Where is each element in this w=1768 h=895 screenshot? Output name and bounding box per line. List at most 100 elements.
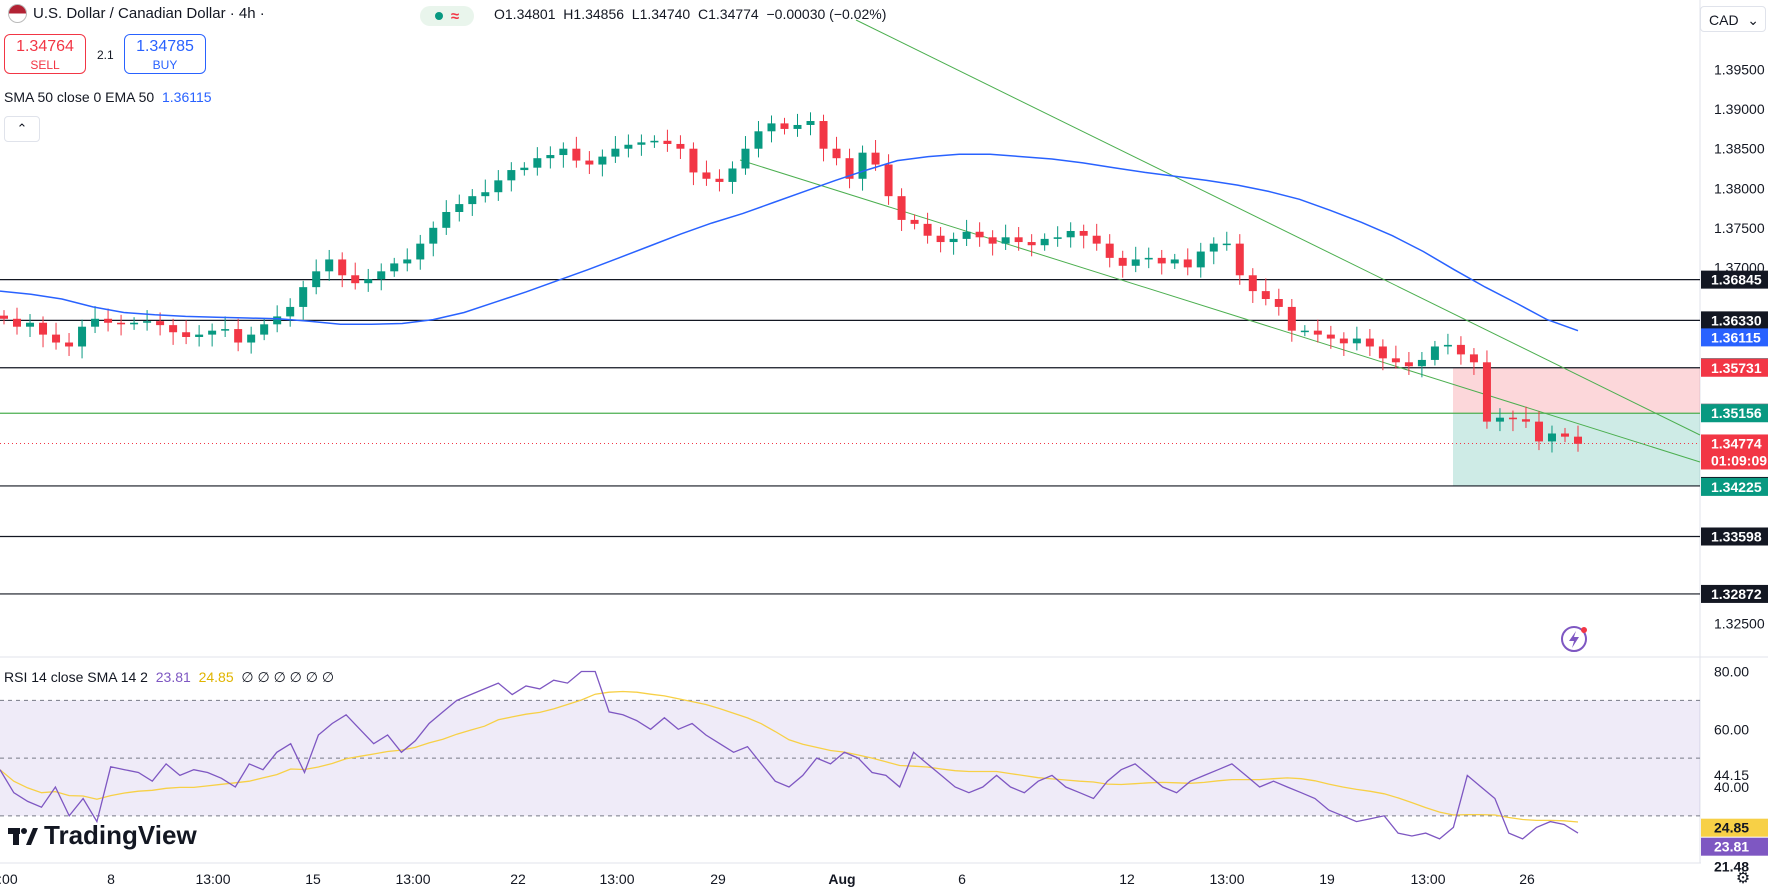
candle-body	[793, 124, 802, 129]
candle-body	[325, 259, 334, 272]
candle-body	[1040, 238, 1049, 246]
buy-price: 1.34785	[136, 38, 194, 55]
ma-legend[interactable]: SMA 50 close 0 EMA 50 1.36115	[4, 89, 212, 105]
price-tick-label: 1.37500	[1714, 220, 1765, 236]
time-tick-label: 13:00	[395, 871, 430, 887]
candle-body	[1287, 306, 1296, 331]
candle-body	[598, 156, 607, 165]
candle-body	[143, 321, 152, 323]
rsi-value-label: 23.81	[1701, 837, 1768, 856]
time-tick-label: 29	[710, 871, 726, 887]
price-label-text: 01:09:09	[1711, 452, 1767, 468]
candle-body	[1300, 330, 1309, 333]
buy-button[interactable]: 1.34785 BUY	[124, 34, 206, 74]
time-tick-label: 13:00	[1209, 871, 1244, 887]
candle-body	[91, 318, 100, 327]
ohlc-open: 1.34801	[504, 6, 556, 22]
candle-body	[1560, 433, 1569, 437]
candle-body	[819, 121, 828, 149]
price-label-bg	[1701, 311, 1768, 330]
candle-body	[689, 148, 698, 173]
candle-body	[117, 322, 126, 325]
ohlc-change: −0.00030 (−0.02%)	[766, 6, 887, 22]
rsi-value-label-text: 24.85	[1714, 820, 1749, 836]
price-label-bg	[1701, 270, 1768, 289]
price-label: 01:09:09	[1701, 451, 1768, 470]
candle-body	[1183, 259, 1192, 268]
time-tick-label: 13:00	[195, 871, 230, 887]
chevron-down-icon: ⌄	[1747, 12, 1759, 28]
branding-text: TradingView	[44, 820, 197, 850]
candle-body	[273, 316, 282, 325]
candle-body	[1352, 338, 1361, 344]
ohlc-close: 1.34774	[708, 6, 759, 22]
alert-lightning-ring	[1561, 626, 1587, 652]
candle-body	[1534, 421, 1543, 442]
candle-body	[1157, 257, 1166, 264]
price-tick-label: 1.38000	[1714, 180, 1765, 196]
candle-body	[1430, 346, 1439, 360]
price-label: 1.34225	[1701, 477, 1768, 496]
candle-body	[351, 275, 360, 284]
candle-body	[1547, 433, 1556, 442]
candle-body	[1508, 417, 1517, 420]
settings-gear-icon[interactable]: ⚙	[1735, 870, 1751, 887]
candle-body	[403, 259, 412, 264]
candle-body	[1118, 257, 1127, 266]
currency-value: CAD	[1709, 12, 1739, 28]
candle-body	[468, 196, 477, 205]
candle-body	[1417, 359, 1426, 367]
collapse-legend-button[interactable]: ⌃	[4, 116, 40, 142]
price-label-bg	[1701, 477, 1768, 496]
candle-body	[221, 329, 230, 331]
currency-select[interactable]: CAD ⌄	[1700, 6, 1766, 32]
candle-body	[78, 326, 87, 347]
alert-lightning-bolt	[1569, 631, 1579, 648]
market-status[interactable]: ≈	[420, 6, 474, 26]
time-tick-label: 19	[1319, 871, 1335, 887]
candle-body	[299, 287, 308, 307]
ohlc-high: 1.34856	[573, 6, 625, 22]
ohlc-low: 1.34740	[639, 6, 691, 22]
price-tick-label: 1.39500	[1714, 62, 1765, 78]
candle-body	[247, 334, 256, 343]
rsi-legend[interactable]: RSI 14 close SMA 14 2 23.81 24.85 ∅ ∅ ∅ …	[4, 669, 334, 686]
alert-lightning-icon	[1561, 626, 1587, 652]
candle-body	[338, 259, 347, 276]
candle-body	[1001, 237, 1010, 244]
spread-value: 2.1	[97, 48, 114, 62]
ohlc-high-label: H	[563, 6, 574, 22]
candle-body	[884, 164, 893, 197]
time-tick-label: 15	[305, 871, 321, 887]
candle-body	[572, 148, 581, 161]
price-label-text: 1.34774	[1711, 435, 1762, 451]
symbol-title: U.S. Dollar / Canadian Dollar · 4h ·	[33, 5, 265, 22]
candle-body	[65, 342, 74, 347]
sell-button[interactable]: 1.34764 SELL	[4, 34, 86, 74]
candle-body	[1027, 242, 1036, 246]
position-stop-zone	[1453, 367, 1700, 414]
buy-label: BUY	[152, 58, 178, 72]
sell-label: SELL	[30, 58, 60, 72]
candle-body	[312, 271, 321, 288]
price-label: 1.36115	[1701, 328, 1768, 347]
candle-body	[286, 306, 295, 317]
candle-body	[416, 243, 425, 260]
candle-body	[1222, 243, 1231, 246]
candle-body	[624, 144, 633, 149]
candle-body	[1209, 243, 1218, 252]
time-tick-label: 6	[958, 871, 966, 887]
rsi-value-label-bg	[1701, 857, 1768, 876]
candle-body	[559, 148, 568, 156]
candle-body	[39, 322, 48, 335]
candle-body	[1053, 237, 1062, 239]
candle-body	[702, 172, 711, 179]
rsi-value-label-bg	[1701, 837, 1768, 856]
price-tick-label: 1.32500	[1714, 615, 1765, 631]
candle-body	[364, 279, 373, 284]
ohlc-close-label: C	[697, 6, 709, 22]
symbol-header[interactable]: U.S. Dollar / Canadian Dollar · 4h ·	[8, 4, 265, 23]
rsi-line	[0, 670, 1579, 840]
candle-body	[130, 322, 139, 325]
